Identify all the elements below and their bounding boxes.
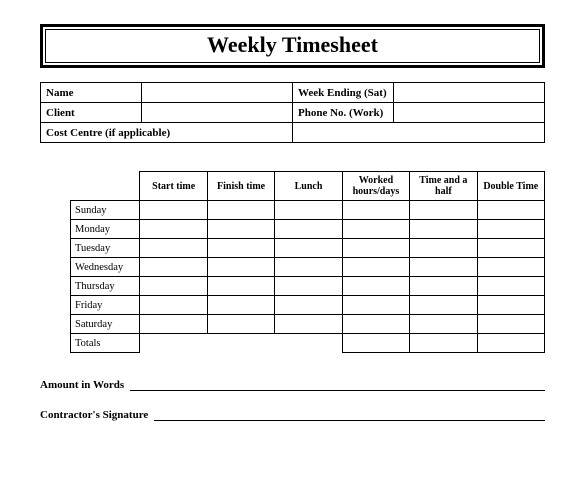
- page-title: Weekly Timesheet: [45, 29, 540, 63]
- cell[interactable]: [207, 296, 274, 315]
- cell[interactable]: [140, 239, 207, 258]
- row-thursday: Thursday: [71, 277, 545, 296]
- day-label: Sunday: [71, 201, 140, 220]
- cell[interactable]: [477, 258, 544, 277]
- day-label: Tuesday: [71, 239, 140, 258]
- cell[interactable]: [342, 258, 409, 277]
- signature-row: Contractor's Signature: [40, 409, 545, 421]
- day-label: Friday: [71, 296, 140, 315]
- cell[interactable]: [140, 296, 207, 315]
- cell[interactable]: [140, 315, 207, 334]
- cell[interactable]: [140, 277, 207, 296]
- cell[interactable]: [477, 296, 544, 315]
- day-label: Monday: [71, 220, 140, 239]
- cell[interactable]: [477, 315, 544, 334]
- cell[interactable]: [275, 296, 342, 315]
- grid-corner: [71, 172, 140, 201]
- col-start-time: Start time: [140, 172, 207, 201]
- name-field[interactable]: [141, 83, 292, 103]
- day-label: Saturday: [71, 315, 140, 334]
- week-ending-field[interactable]: [393, 83, 544, 103]
- cell[interactable]: [477, 277, 544, 296]
- amount-in-words-line[interactable]: [130, 379, 545, 391]
- phone-label: Phone No. (Work): [292, 103, 393, 123]
- cell[interactable]: [275, 220, 342, 239]
- cell[interactable]: [207, 201, 274, 220]
- cell[interactable]: [410, 315, 477, 334]
- phone-field[interactable]: [393, 103, 544, 123]
- cell[interactable]: [275, 239, 342, 258]
- row-tuesday: Tuesday: [71, 239, 545, 258]
- cell[interactable]: [410, 296, 477, 315]
- cell[interactable]: [410, 201, 477, 220]
- cost-centre-field[interactable]: [292, 123, 544, 143]
- cell[interactable]: [477, 220, 544, 239]
- cell[interactable]: [342, 315, 409, 334]
- col-finish-time: Finish time: [207, 172, 274, 201]
- cell[interactable]: [140, 258, 207, 277]
- totals-time-half[interactable]: [410, 334, 477, 353]
- cell[interactable]: [140, 201, 207, 220]
- amount-in-words-label: Amount in Words: [40, 379, 130, 391]
- cell[interactable]: [410, 239, 477, 258]
- cell[interactable]: [477, 201, 544, 220]
- row-sunday: Sunday: [71, 201, 545, 220]
- col-double: Double Time: [477, 172, 544, 201]
- title-outer-box: Weekly Timesheet: [40, 24, 545, 68]
- cell[interactable]: [207, 258, 274, 277]
- timesheet-page: Weekly Timesheet Name Week Ending (Sat) …: [0, 0, 585, 459]
- cell[interactable]: [342, 239, 409, 258]
- cell[interactable]: [140, 220, 207, 239]
- amount-in-words-row: Amount in Words: [40, 379, 545, 391]
- totals-gap: [207, 334, 274, 353]
- cell[interactable]: [410, 220, 477, 239]
- cell[interactable]: [342, 201, 409, 220]
- cell[interactable]: [342, 296, 409, 315]
- row-saturday: Saturday: [71, 315, 545, 334]
- info-table: Name Week Ending (Sat) Client Phone No. …: [40, 82, 545, 143]
- grid-wrap: Start time Finish time Lunch Worked hour…: [40, 171, 545, 353]
- cost-centre-label: Cost Centre (if applicable): [41, 123, 293, 143]
- cell[interactable]: [410, 258, 477, 277]
- week-ending-label: Week Ending (Sat): [292, 83, 393, 103]
- cell[interactable]: [275, 258, 342, 277]
- col-worked: Worked hours/days: [342, 172, 409, 201]
- row-friday: Friday: [71, 296, 545, 315]
- signature-line[interactable]: [154, 409, 545, 421]
- cell[interactable]: [275, 201, 342, 220]
- col-time-half: Time and a half: [410, 172, 477, 201]
- cell[interactable]: [207, 220, 274, 239]
- cell[interactable]: [207, 315, 274, 334]
- totals-gap: [140, 334, 207, 353]
- day-label: Thursday: [71, 277, 140, 296]
- cell[interactable]: [342, 220, 409, 239]
- row-totals: Totals: [71, 334, 545, 353]
- cell[interactable]: [207, 277, 274, 296]
- timesheet-grid: Start time Finish time Lunch Worked hour…: [70, 171, 545, 353]
- cell[interactable]: [410, 277, 477, 296]
- client-label: Client: [41, 103, 142, 123]
- grid-header-row: Start time Finish time Lunch Worked hour…: [71, 172, 545, 201]
- day-label: Wednesday: [71, 258, 140, 277]
- cell[interactable]: [342, 277, 409, 296]
- cell[interactable]: [207, 239, 274, 258]
- col-lunch: Lunch: [275, 172, 342, 201]
- name-label: Name: [41, 83, 142, 103]
- footer: Amount in Words Contractor's Signature: [40, 379, 545, 421]
- totals-gap: [275, 334, 342, 353]
- totals-label: Totals: [71, 334, 140, 353]
- cell[interactable]: [275, 277, 342, 296]
- cell[interactable]: [275, 315, 342, 334]
- row-monday: Monday: [71, 220, 545, 239]
- cell[interactable]: [477, 239, 544, 258]
- totals-double[interactable]: [477, 334, 544, 353]
- totals-worked[interactable]: [342, 334, 409, 353]
- client-field[interactable]: [141, 103, 292, 123]
- signature-label: Contractor's Signature: [40, 409, 154, 421]
- row-wednesday: Wednesday: [71, 258, 545, 277]
